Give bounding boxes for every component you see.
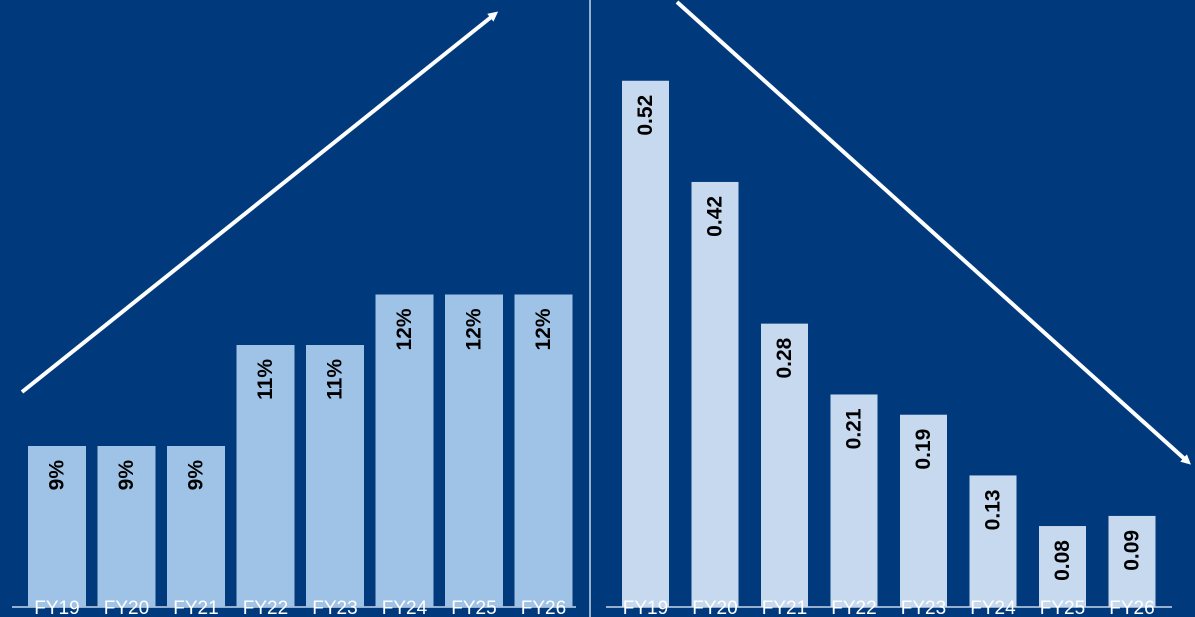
left-data-label-fy19: 9% <box>46 460 69 491</box>
right-tick-fy22: FY22 <box>831 598 876 617</box>
left-bar-fy20 <box>97 446 156 607</box>
left-data-label-fy20: 9% <box>115 460 138 491</box>
left-tick-fy24: FY24 <box>382 598 428 617</box>
upward-trend-arrow <box>20 11 499 394</box>
left-bar-fy26 <box>514 294 573 607</box>
left-tick-fy23: FY23 <box>312 598 357 617</box>
right-data-label-fy25: 0.08 <box>1051 540 1074 581</box>
left-data-label-fy26: 12% <box>532 308 555 350</box>
left-data-label-fy21: 9% <box>185 460 208 491</box>
left-tick-fy20: FY20 <box>104 598 149 617</box>
right-bar-fy25 <box>1039 526 1086 607</box>
left-tick-fy22: FY22 <box>243 598 288 617</box>
right-data-label-fy23: 0.19 <box>912 429 935 470</box>
right-tick-fy25: FY25 <box>1040 598 1085 617</box>
right-tick-fy23: FY23 <box>901 598 946 617</box>
right-tick-fy19: FY19 <box>623 598 668 617</box>
left-data-label-fy24: 12% <box>393 308 416 350</box>
left-bar-fy22 <box>236 345 295 607</box>
right-bar-fy26 <box>1108 515 1156 607</box>
right-data-label-fy24: 0.13 <box>982 489 1005 530</box>
right-bar-fy21 <box>761 323 808 607</box>
right-tick-fy26: FY26 <box>1109 598 1154 617</box>
right-data-label-fy26: 0.09 <box>1121 530 1144 571</box>
left-data-label-fy23: 11% <box>324 359 347 400</box>
left-data-label-fy22: 11% <box>254 359 277 400</box>
right-bar-fy22 <box>830 394 878 607</box>
left-tick-fy26: FY26 <box>521 598 566 617</box>
left-bar-chart: 9% FY19 9% FY20 9% FY21 11% FY22 11% FY23 12% FY24 1… <box>12 294 576 617</box>
right-bar-fy19 <box>622 80 669 607</box>
left-tick-fy21: FY21 <box>173 598 218 617</box>
left-tick-fy19: FY19 <box>34 598 79 617</box>
right-tick-fy20: FY20 <box>692 598 737 617</box>
right-data-label-fy20: 0.42 <box>704 196 727 237</box>
downward-trend-arrow <box>675 0 1191 465</box>
right-tick-fy21: FY21 <box>762 598 807 617</box>
left-bar-fy21 <box>167 446 225 607</box>
left-bar-fy25 <box>445 294 503 607</box>
right-bar-chart: 0.52 FY19 0.42 FY20 0.28 FY21 0.21 FY22 0.19 FY23… <box>606 80 1172 617</box>
right-data-label-fy19: 0.52 <box>634 95 657 136</box>
left-data-label-fy25: 12% <box>463 308 486 350</box>
left-bar-fy24 <box>375 294 434 607</box>
left-bar-fy19 <box>28 446 86 607</box>
right-data-label-fy22: 0.21 <box>843 408 866 449</box>
left-tick-fy25: FY25 <box>451 598 496 617</box>
right-data-label-fy21: 0.28 <box>773 337 796 378</box>
right-bar-fy23 <box>900 414 947 607</box>
left-bar-fy23 <box>306 345 364 607</box>
right-bar-fy24 <box>969 475 1017 607</box>
right-bar-fy20 <box>691 181 739 607</box>
right-tick-fy24: FY24 <box>970 598 1016 617</box>
